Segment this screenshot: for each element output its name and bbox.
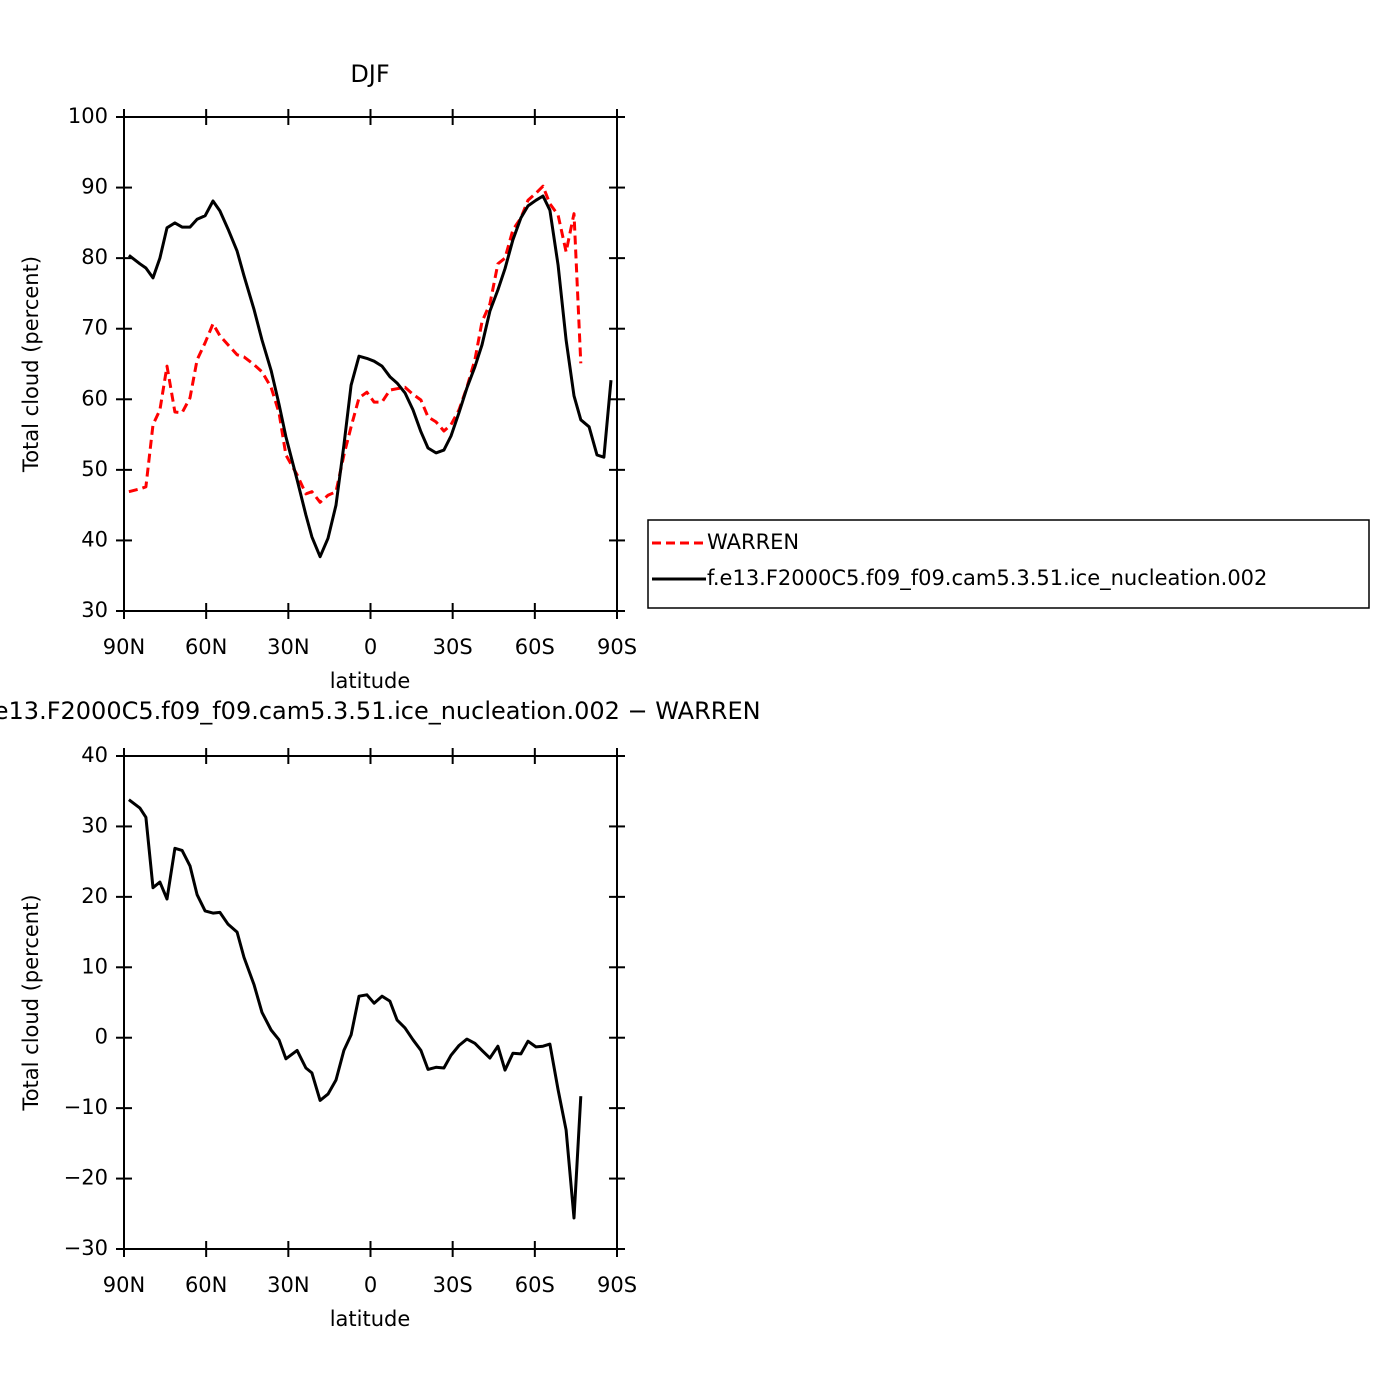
x-tick-label: 60S — [515, 1273, 555, 1297]
x-tick-label: 90N — [103, 635, 145, 659]
x-axis-label: latitude — [330, 1307, 411, 1331]
x-tick-label: 90S — [597, 635, 637, 659]
y-axis-label: Total cloud (percent) — [19, 894, 43, 1111]
y-tick-label: 10 — [81, 954, 108, 978]
y-tick-label: 40 — [81, 743, 108, 767]
y-tick-label: 0 — [95, 1025, 108, 1049]
x-tick-label: 30N — [267, 635, 309, 659]
plot-frame — [123, 116, 618, 612]
y-tick-label: −30 — [64, 1236, 108, 1260]
x-tick-label: 60N — [185, 635, 227, 659]
y-tick-label: −10 — [64, 1095, 108, 1119]
y-tick-label: −20 — [64, 1166, 108, 1190]
y-tick-label: 30 — [81, 598, 108, 622]
y-tick-label: 30 — [81, 813, 108, 837]
plot-frame — [123, 755, 618, 1250]
y-tick-label: 70 — [81, 316, 108, 340]
y-tick-label: 100 — [68, 104, 108, 128]
y-tick-label: 80 — [81, 245, 108, 269]
y-tick-label: 20 — [81, 884, 108, 908]
y-tick-label: 60 — [81, 386, 108, 410]
y-axis-label: Total cloud (percent) — [19, 256, 43, 473]
x-tick-label: 30S — [433, 635, 473, 659]
chart-title: f.e13.F2000C5.f09_f09.cam5.3.51.ice_nucl… — [0, 697, 761, 725]
x-axis-label: latitude — [330, 669, 411, 693]
x-tick-label: 60S — [515, 635, 555, 659]
x-tick-label: 30S — [433, 1273, 473, 1297]
chart-title: DJF — [350, 60, 389, 88]
data-line — [127, 194, 613, 559]
x-tick-label: 30N — [267, 1273, 309, 1297]
x-tick-label: 0 — [364, 1273, 377, 1297]
y-tick-label: 50 — [81, 457, 108, 481]
y-tick-label: 40 — [81, 527, 108, 551]
y-tick-label: 90 — [81, 175, 108, 199]
x-tick-label: 90S — [597, 1273, 637, 1297]
x-tick-label: 90N — [103, 1273, 145, 1297]
x-tick-label: 60N — [185, 1273, 227, 1297]
x-tick-label: 0 — [364, 635, 377, 659]
data-line — [128, 184, 583, 504]
legend-label: WARREN — [707, 530, 799, 554]
legend-box — [647, 519, 1370, 609]
data-line — [127, 798, 583, 1220]
legend-label: f.e13.F2000C5.f09_f09.cam5.3.51.ice_nucl… — [707, 566, 1267, 591]
